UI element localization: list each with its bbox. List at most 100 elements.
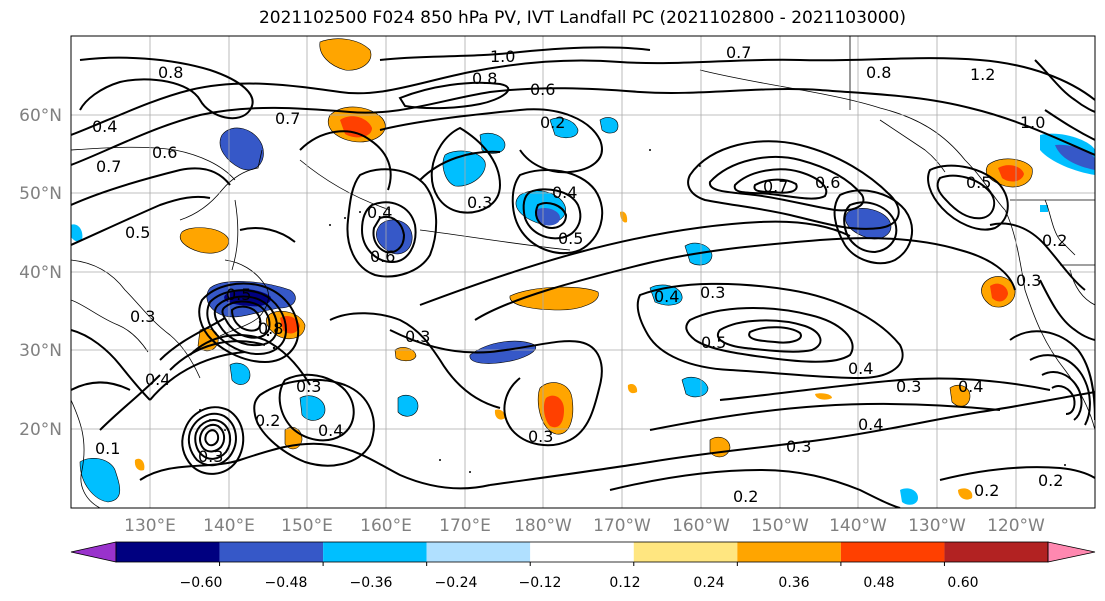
contour-label: 0.8 xyxy=(472,69,497,88)
colorbar-tick-label: −0.60 xyxy=(180,575,223,591)
pv-negative-patch xyxy=(549,117,579,139)
contour-labels: 0.8 1.0 0.7 0.8 0.6 0.8 1.2 1.0 0.4 0.7 … xyxy=(92,43,1067,506)
contour-label: 0.4 xyxy=(958,377,983,396)
colorbar-segment xyxy=(219,542,324,562)
lon-label: 140°W xyxy=(829,516,887,536)
contour-label: 0.7 xyxy=(763,177,788,196)
pv-negative-patch xyxy=(681,376,709,398)
contour-label: 0.5 xyxy=(125,223,150,242)
contour-label: 0.7 xyxy=(275,109,300,128)
contour-label: 0.5 xyxy=(558,229,583,248)
colorbar: −0.60 −0.48 −0.36 −0.24 −0.12 0.12 0.24 … xyxy=(70,541,1096,591)
lon-label: 160°W xyxy=(672,516,730,536)
contour-label: 0.3 xyxy=(198,447,223,466)
pv-negative-patch xyxy=(79,457,121,503)
contour-label: 0.7 xyxy=(726,43,751,62)
map-frame xyxy=(70,35,1096,509)
lat-label: 50°N xyxy=(19,184,62,204)
colorbar-segment xyxy=(530,542,634,562)
colorbar-ticks xyxy=(219,562,945,566)
colorbar-tick-label: 0.36 xyxy=(778,575,809,591)
colorbar-tick-label: −0.36 xyxy=(350,575,393,591)
colorbar-segment xyxy=(323,542,427,562)
colorbar-segment xyxy=(737,542,841,562)
contour-label: 0.2 xyxy=(1038,471,1063,490)
lat-label: 60°N xyxy=(19,106,62,126)
colorbar-segments xyxy=(70,541,1096,563)
contour-label: 0.2 xyxy=(1042,231,1067,250)
contour-label: 0.4 xyxy=(145,370,170,389)
pv-negative-patch xyxy=(900,488,918,505)
lat-label: 30°N xyxy=(19,341,62,361)
contour-label: 1.0 xyxy=(1020,113,1045,132)
lon-label: 130°E xyxy=(124,516,176,536)
lat-label: 20°N xyxy=(19,420,62,440)
pv-positive-patch xyxy=(394,347,417,362)
pv-negative-patch xyxy=(71,224,83,242)
lon-label: 120°W xyxy=(987,516,1045,536)
colorbar-tick-label: −0.12 xyxy=(519,575,562,591)
contour-label: 0.3 xyxy=(700,283,725,302)
pv-negative-patch xyxy=(469,340,537,364)
ivt-contours xyxy=(71,46,1095,508)
pv-positive-patch xyxy=(627,383,638,394)
colorbar-tick-label: 0.60 xyxy=(947,575,978,591)
coastlines xyxy=(71,36,1095,508)
figure-title: 2021102500 F024 850 hPa PV, IVT Landfall… xyxy=(258,8,906,28)
contour-label: 0.5 xyxy=(701,333,726,352)
contour-label: 0.5 xyxy=(226,285,251,304)
contour-label: 0.7 xyxy=(96,157,121,176)
contour-label: 1.2 xyxy=(970,65,995,84)
lon-label: 130°W xyxy=(908,516,966,536)
colorbar-segment xyxy=(840,542,945,562)
pv-positive-patch xyxy=(180,227,229,254)
contour-label: 0.1 xyxy=(95,439,120,458)
pv-positive-patch xyxy=(134,458,145,471)
contour-label: 0.3 xyxy=(130,307,155,326)
contour-label: 0.4 xyxy=(552,183,577,202)
longitude-labels: 130°E 140°E 150°E 160°E 170°E 180°W 170°… xyxy=(124,516,1045,536)
colorbar-tick-label: 0.12 xyxy=(609,575,640,591)
colorbar-extend-high xyxy=(1047,541,1096,563)
contour-label: 0.3 xyxy=(786,437,811,456)
contour-label: 0.4 xyxy=(367,203,392,222)
contour-label: 0.8 xyxy=(158,63,183,82)
colorbar-extend-low xyxy=(70,541,117,563)
colorbar-tick-label: 0.48 xyxy=(863,575,894,591)
colorbar-frame xyxy=(115,541,1049,563)
contour-label: 1.0 xyxy=(490,47,515,66)
contour-label: 0.3 xyxy=(896,377,921,396)
contour-label: 0.8 xyxy=(258,319,283,338)
pv-positive-patch xyxy=(543,395,564,428)
lat-label: 40°N xyxy=(19,263,62,283)
contour-label: 0.4 xyxy=(848,359,873,378)
colorbar-tick-label: −0.24 xyxy=(435,575,478,591)
pv-positive-patch xyxy=(998,165,1024,182)
pv-positive-patch xyxy=(949,384,971,407)
colorbar-tick-label: 0.24 xyxy=(693,575,724,591)
contour-label: 0.6 xyxy=(815,173,840,192)
contour-label: 0.4 xyxy=(92,117,117,136)
contour-label: 0.4 xyxy=(654,287,679,306)
pv-positive-patch xyxy=(815,393,832,400)
contour-label: 0.2 xyxy=(255,411,280,430)
lon-label: 170°W xyxy=(593,516,651,536)
pv-positive-patch xyxy=(990,283,1008,302)
pv-negative-patch xyxy=(535,207,560,226)
colorbar-tick-labels: −0.60 −0.48 −0.36 −0.24 −0.12 0.12 0.24 … xyxy=(180,575,979,591)
map-panel: 0.8 1.0 0.7 0.8 0.6 0.8 1.2 1.0 0.4 0.7 … xyxy=(70,35,1096,509)
contour-label: 0.4 xyxy=(318,421,343,440)
contour-label: 0.6 xyxy=(370,247,395,266)
lon-label: 160°E xyxy=(360,516,412,536)
lon-label: 170°E xyxy=(439,516,491,536)
pv-positive-patch xyxy=(319,38,372,71)
contour-label: 0.6 xyxy=(152,143,177,162)
lon-label: 150°W xyxy=(751,516,809,536)
pv-negative-patch xyxy=(599,117,619,134)
pv-negative-patch xyxy=(397,394,419,417)
contour-label: 0.6 xyxy=(530,80,555,99)
pv-negative-patch xyxy=(229,362,251,385)
contour-label: 0.5 xyxy=(966,173,991,192)
pv-negative-patch xyxy=(1040,205,1048,212)
